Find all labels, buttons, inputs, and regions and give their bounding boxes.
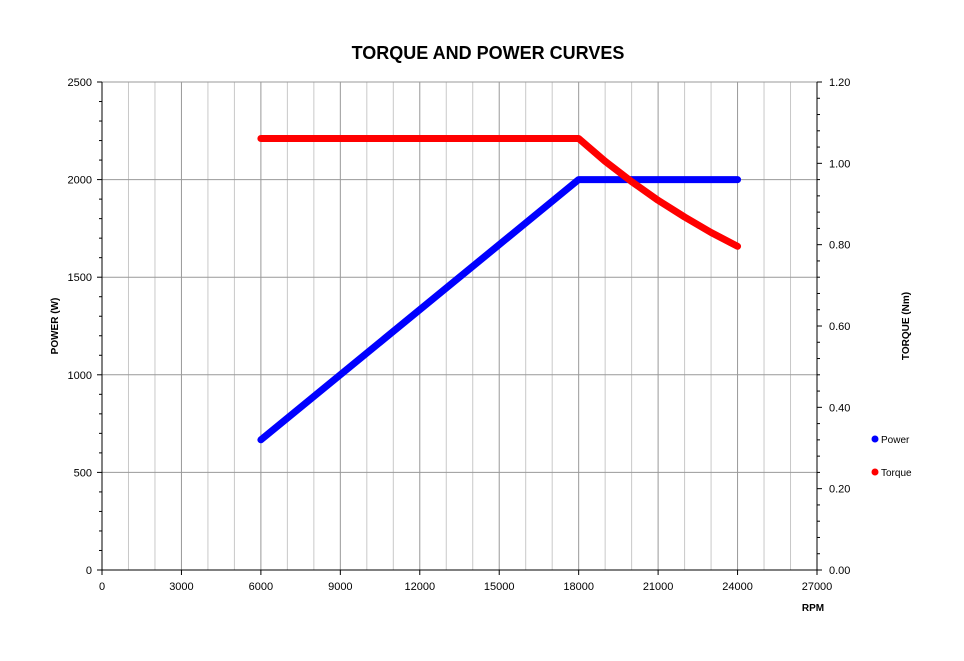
x-tick-label: 12000 — [404, 581, 435, 593]
y-tick-label: 0 — [86, 565, 92, 577]
x-tick-label: 24000 — [722, 581, 753, 593]
y2-tick-label: 0.40 — [829, 402, 850, 414]
y2-tick-label: 1.20 — [829, 77, 850, 89]
chart-title: TORQUE AND POWER CURVES — [352, 43, 625, 63]
y2-tick-label: 0.00 — [829, 565, 850, 577]
x-tick-label: 18000 — [563, 581, 594, 593]
x-tick-label: 0 — [99, 581, 105, 593]
legend-marker-power — [871, 435, 879, 443]
legend-label-torque: Torque — [881, 468, 912, 479]
y2-tick-label: 0.20 — [829, 484, 850, 496]
y-tick-label: 500 — [74, 467, 92, 479]
legend-marker-torque — [871, 468, 879, 476]
y2-axis-label: TORQUE (Nm) — [901, 292, 912, 360]
x-tick-label: 9000 — [328, 581, 352, 593]
torque-series-line — [257, 135, 742, 250]
y2-tick-label: 1.00 — [829, 158, 850, 170]
y2-tick-label: 0.80 — [829, 240, 850, 252]
y-tick-label: 1500 — [68, 272, 92, 284]
x-tick-label: 3000 — [169, 581, 193, 593]
x-tick-label: 15000 — [484, 581, 515, 593]
y2-tick-label: 0.60 — [829, 321, 850, 333]
y-tick-label: 2500 — [68, 77, 92, 89]
y-tick-label: 1000 — [68, 370, 92, 382]
y-tick-label: 2000 — [68, 175, 92, 187]
legend-label-power: Power — [881, 435, 910, 446]
x-tick-label: 6000 — [249, 581, 273, 593]
x-axis-label: RPM — [802, 603, 824, 614]
legend: Power Torque — [871, 435, 912, 479]
x-tick-label: 27000 — [802, 581, 833, 593]
y-axis-label: POWER (W) — [50, 298, 61, 355]
x-tick-label: 21000 — [643, 581, 674, 593]
power-series-line — [257, 176, 742, 444]
